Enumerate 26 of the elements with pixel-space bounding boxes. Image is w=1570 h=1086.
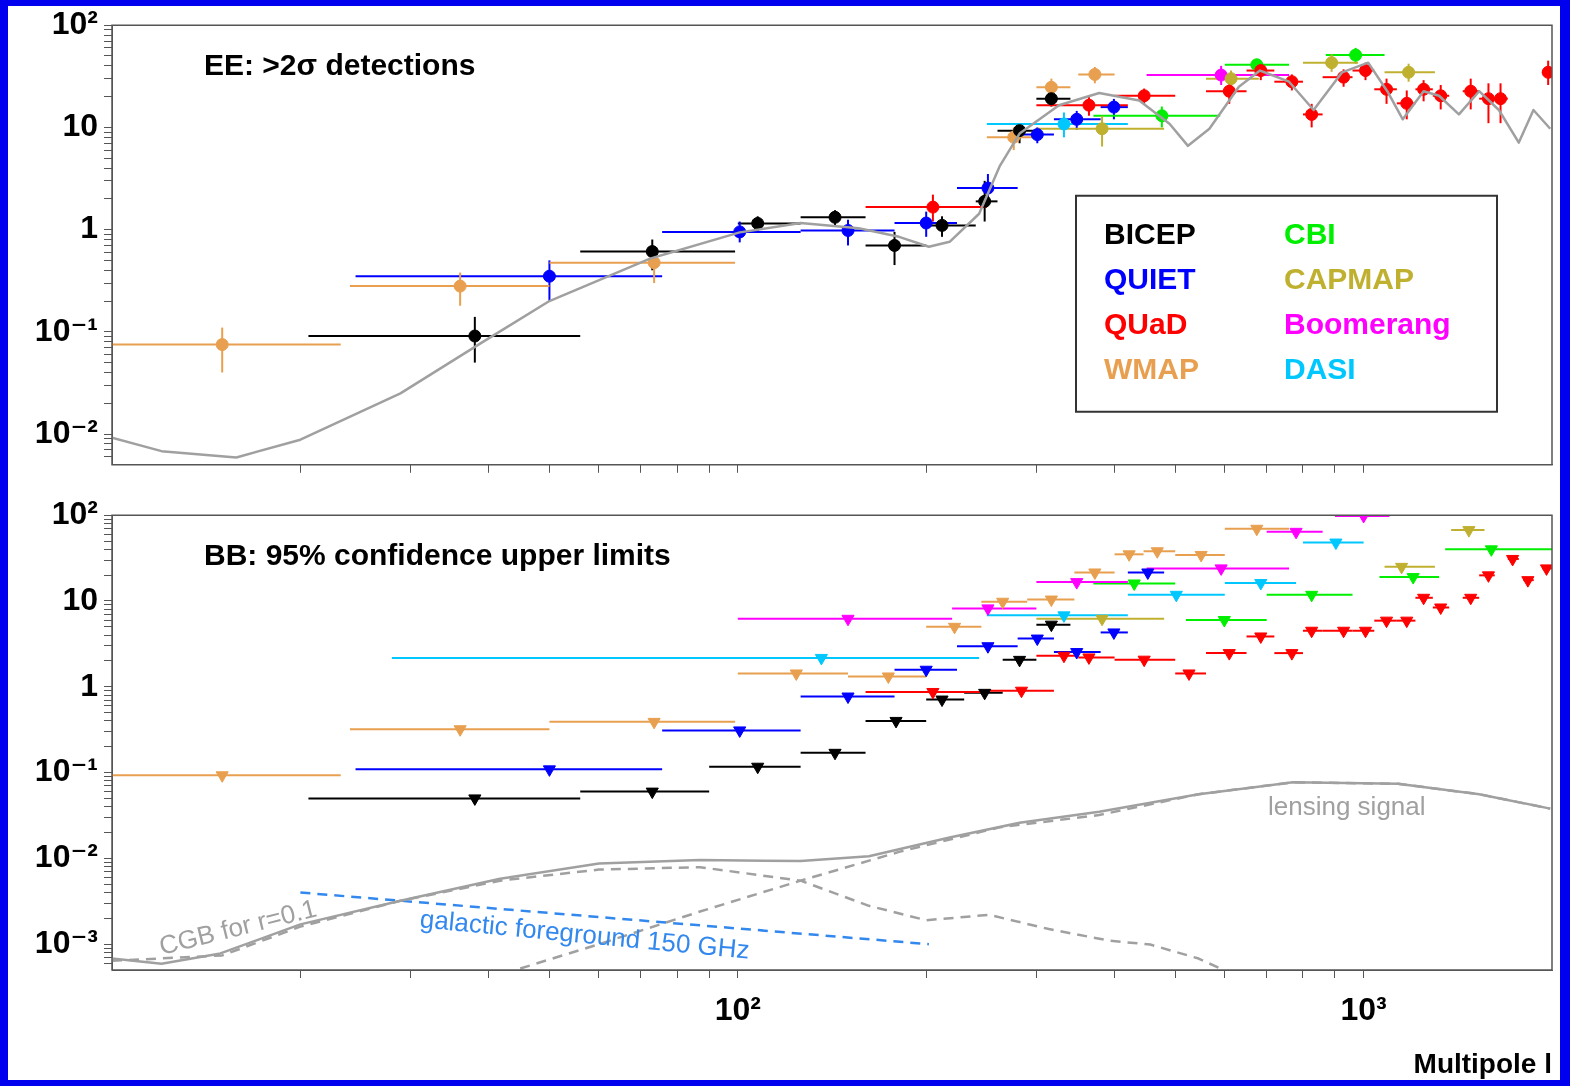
text: CBI [1284,217,1336,251]
text: Boomerang [1284,307,1451,341]
text: BB: 95% confidence upper limits [204,538,671,572]
annotation: galactic foreground 150 GHz [418,903,751,965]
text: QUaD [1104,307,1188,341]
y-tick-label: 10 [62,580,98,617]
y-tick-label: 1 [80,209,98,246]
y-tick-label: 10 [62,107,98,144]
y-tick-label: 10⁻³ [34,924,98,960]
text: WMAP [1104,352,1199,386]
y-tick-label: 10² [51,5,98,42]
y-tick-label: 10⁻¹ [34,752,98,789]
y-tick-label: 10² [51,495,98,532]
text: EE: >2σ detections [204,48,476,82]
y-tick-label: 10⁻² [34,413,98,450]
text: DASI [1284,352,1356,386]
x-tick-label: 10³ [1340,991,1387,1028]
y-tick-label: 10⁻¹ [34,311,98,348]
x-axis-title: Multipole l [1413,1047,1552,1079]
text: BICEP [1104,217,1196,251]
y-tick-label: 1 [80,666,98,703]
annotation: lensing signal [1268,791,1426,822]
annotation: CGB for r=0.1 [155,892,320,961]
y-tick-label: 10⁻² [34,838,98,875]
text: CAPMAP [1284,262,1415,296]
text: QUIET [1104,262,1196,296]
